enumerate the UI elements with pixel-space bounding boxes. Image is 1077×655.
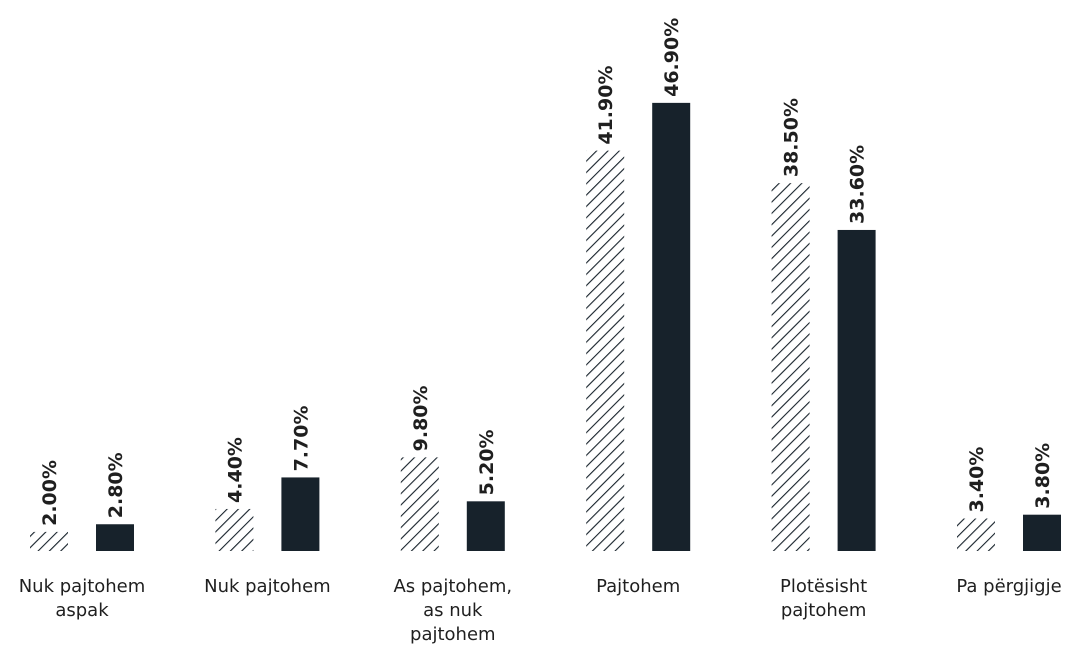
value-label-hatched-4: 38.50% (781, 98, 803, 177)
category-label-5: Pa përgjigje (956, 576, 1061, 597)
bar-solid-4 (837, 229, 876, 551)
value-label-hatched-2: 9.80% (410, 385, 432, 451)
bar-solid-1 (281, 477, 320, 551)
value-label-solid-4: 33.60% (847, 145, 869, 224)
category-label-2: As pajtohem, as nuk pajtohem (393, 576, 512, 645)
category-label-0: Nuk pajtohem aspak (19, 576, 146, 621)
bar-hatched-2 (400, 457, 439, 551)
bar-hatched-0 (30, 531, 68, 551)
value-label-solid-2: 5.20% (476, 429, 498, 495)
value-label-solid-1: 7.70% (290, 406, 312, 472)
bar-solid-5 (1023, 514, 1061, 551)
value-label-hatched-0: 2.00% (39, 460, 61, 526)
bar-solid-3 (652, 102, 691, 552)
value-label-solid-5: 3.80% (1032, 443, 1054, 509)
category-label-1: Nuk pajtohem (204, 576, 331, 597)
bar-hatched-4 (771, 183, 810, 551)
value-label-solid-0: 2.80% (105, 452, 127, 518)
bar-solid-2 (466, 501, 505, 551)
category-label-3: Pajtohem (596, 576, 680, 597)
bar-hatched-5 (957, 518, 995, 551)
value-label-hatched-5: 3.40% (966, 447, 988, 513)
bar-hatched-3 (586, 150, 625, 551)
value-label-hatched-3: 41.90% (595, 66, 617, 145)
bar-solid-0 (96, 524, 134, 551)
bar-hatched-1 (215, 508, 254, 551)
value-label-solid-3: 46.90% (661, 18, 683, 97)
value-label-hatched-1: 4.40% (224, 437, 246, 503)
category-label-4: Plotësisht pajtohem (780, 576, 867, 621)
